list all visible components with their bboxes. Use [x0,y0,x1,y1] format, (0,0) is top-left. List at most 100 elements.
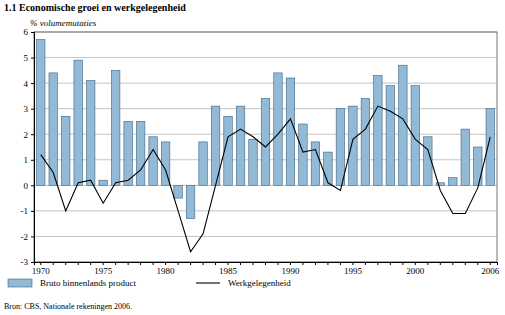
x-tick [377,262,378,265]
bar [236,106,244,185]
y-tick-label: 2 [24,130,29,140]
y-tick-mark [31,211,34,212]
bar [449,178,457,186]
x-tick: 1980 [157,262,176,276]
bar [461,129,469,185]
x-tick-label: 1995 [344,266,363,276]
bar [349,106,357,185]
y-tick: 2 [24,130,35,140]
x-tick-mark [390,262,391,265]
x-tick [302,262,303,265]
y-tick: 3 [24,104,35,114]
x-tick-mark [302,262,303,265]
legend-swatch [196,282,220,283]
x-tick-label: 2000 [406,266,425,276]
bar [149,137,157,186]
x-tick [340,262,341,265]
plot: -3-2-10123456197019751980198519901995200… [21,27,500,276]
bar [361,98,369,185]
y-axis: -3-2-10123456 [21,27,35,267]
x-tick-mark [315,262,316,265]
x-tick-mark [277,262,278,265]
bar [174,185,182,198]
grid-line [34,57,497,58]
bar [261,98,269,185]
x-tick [115,262,116,265]
x-tick-mark [115,262,116,265]
bar [61,116,69,185]
x-tick [203,262,204,265]
x-tick-mark [40,262,41,265]
bar-series [36,40,494,219]
x-tick-mark [253,262,254,265]
y-tick: 0 [24,181,35,191]
x-tick [78,262,79,265]
bar [36,40,44,186]
x-tick [53,262,54,265]
x-tick [265,262,266,265]
y-tick-mark [31,134,34,135]
bar [386,86,394,186]
x-tick [365,262,366,265]
x-tick-mark [440,262,441,265]
bar [286,78,294,185]
y-tick: 6 [24,27,35,37]
x-tick-mark [402,262,403,265]
x-tick-label: 1980 [157,266,176,276]
x-tick [65,262,66,265]
x-tick-label: 2006 [481,266,500,276]
bar [336,109,344,186]
x-tick-mark [53,262,54,265]
x-tick-label: 1990 [281,266,300,276]
y-tick-label: 6 [24,27,29,37]
x-tick-mark [452,262,453,265]
x-tick-mark [78,262,79,265]
x-tick-mark [165,262,166,265]
x-tick [215,262,216,265]
x-tick [153,262,154,265]
x-tick [465,262,466,265]
line [41,106,491,252]
y-tick-mark [31,262,34,263]
x-tick-mark [178,262,179,265]
bar [186,185,194,218]
y-tick-mark [31,58,34,59]
x-tick-mark [427,262,428,265]
x-tick-mark [415,262,416,265]
x-tick [390,262,391,265]
x-tick [140,262,141,265]
x-tick-mark [90,262,91,265]
x-tick-mark [327,262,328,265]
legend-label: Werkgelegenheid [228,278,291,288]
x-tick-mark [352,262,353,265]
x-tick-mark [365,262,366,265]
x-tick-mark [140,262,141,265]
x-tick: 1995 [344,262,363,276]
x-tick-mark [190,262,191,265]
y-tick-mark [31,185,34,186]
y-tick: -2 [21,232,35,242]
y-tick-mark [31,32,34,33]
x-tick [240,262,241,265]
bar [299,124,307,185]
y-axis-line [31,33,35,263]
x-tick [277,262,278,265]
bar [399,65,407,185]
bar [136,121,144,185]
bar [74,60,82,185]
source-note: Bron: CBS, Nationale rekeningen 2006. [4,302,132,311]
y-tick-mark [31,160,34,161]
x-axis: 19701975198019851990199520002006 [32,262,500,276]
plot-frame [34,32,497,262]
grid-line [34,83,497,84]
bar [249,139,257,185]
x-tick-mark [290,262,291,265]
grid [34,32,497,262]
y-tick-label: 0 [24,181,29,191]
x-tick [253,262,254,265]
x-tick: 1975 [94,262,113,276]
x-tick-mark [265,262,266,265]
legend-label: Bruto binnenlands product [40,278,136,288]
bar [199,142,207,185]
legend-item: Werkgelegenheid [196,278,291,288]
